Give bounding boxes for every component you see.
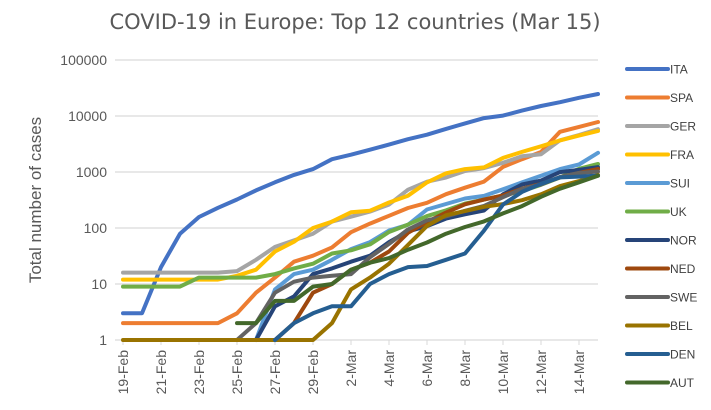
series-line-aut [235,173,600,326]
x-tick-label: 25-Feb [229,350,245,395]
legend-label-ger: GER [670,120,696,134]
legend-label-den: DEN [670,348,695,362]
x-tick-label: 23-Feb [191,350,207,395]
x-tick-label: 10-Mar [495,350,511,395]
series-line-den [273,173,600,342]
y-axis-label: Total number of cases [26,117,45,283]
x-tick-label: 19-Feb [115,350,131,395]
legend-label-swe: SWE [670,291,697,305]
legend: ITA SPA GER FRA SUI UK NOR NED SWE BEL DEN AUT [625,63,697,390]
x-tick-label: 8-Mar [457,350,473,387]
y-tick-label: 10000 [68,108,107,124]
legend-label-sui: SUI [670,177,690,191]
x-tick-label: 29-Feb [305,350,321,395]
legend-label-spa: SPA [670,91,693,105]
x-tick-label: 27-Feb [267,350,283,395]
y-tick-label: 100 [84,220,108,236]
x-tick-label: 12-Mar [533,350,549,395]
legend-label-uk: UK [670,205,687,219]
series-lines [121,92,600,342]
legend-label-bel: BEL [670,319,693,333]
y-tick-label: 1 [99,332,107,348]
series-line-spa [121,120,600,326]
x-tick-label: 14-Mar [571,350,587,395]
legend-label-nor: NOR [670,234,697,248]
legend-label-ned: NED [670,262,696,276]
x-tick-label: 2-Mar [343,350,359,387]
y-tick-label: 10 [91,276,107,292]
y-axis-ticks: 1 10 100 1000 10000 100000 [60,52,107,348]
x-tick-label: 4-Mar [381,350,397,387]
legend-label-fra: FRA [670,148,694,162]
y-tick-label: 1000 [76,164,107,180]
x-axis: 19-Feb 21-Feb 23-Feb 25-Feb 27-Feb 29-Feb 2-Ma… [115,340,587,394]
legend-label-ita: ITA [670,63,688,77]
series-line-ita [121,92,600,316]
legend-label-aut: AUT [670,376,695,390]
series-line-ger [121,127,600,275]
series-line-bel [121,172,600,342]
y-tick-label: 100000 [60,52,107,68]
chart-title: COVID-19 in Europe: Top 12 countries (Ma… [109,10,600,34]
x-tick-label: 6-Mar [419,350,435,387]
x-tick-label: 21-Feb [153,350,169,395]
